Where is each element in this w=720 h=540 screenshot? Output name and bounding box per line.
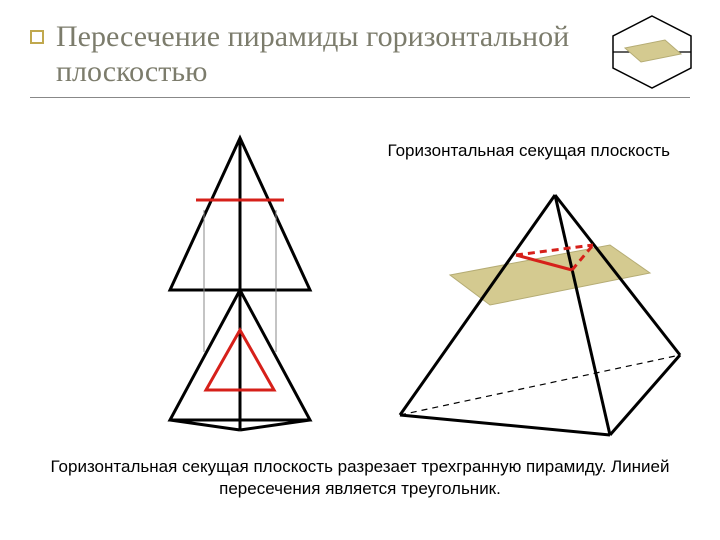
title-divider — [30, 97, 690, 98]
slide-root: Пересечение пирамиды горизонтальной плос… — [0, 0, 720, 540]
corner-icon — [605, 10, 700, 95]
corner-svg — [605, 10, 700, 90]
title-row: Пересечение пирамиды горизонтальной плос… — [30, 20, 690, 89]
cutting-plane-label: Горизонтальная секущая плоскость — [388, 140, 670, 161]
slide-caption: Горизонтальная секущая плоскость разреза… — [0, 456, 720, 500]
slide-title: Пересечение пирамиды горизонтальной плос… — [56, 20, 690, 89]
figure-right-svg — [380, 185, 700, 445]
figure-left-svg — [150, 130, 330, 440]
figure-perspective — [380, 185, 700, 450]
figure-orthographic — [150, 130, 330, 445]
title-bullet-icon — [30, 30, 44, 44]
